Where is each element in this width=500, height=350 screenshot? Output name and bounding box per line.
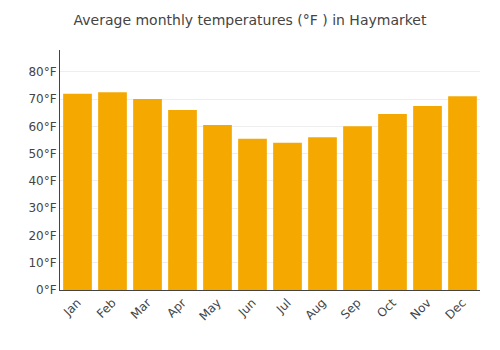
svg-text:60°F: 60°F xyxy=(28,120,56,134)
svg-text:20°F: 20°F xyxy=(28,229,56,243)
svg-text:50°F: 50°F xyxy=(28,147,56,161)
svg-text:80°F: 80°F xyxy=(28,65,56,79)
svg-text:May: May xyxy=(196,296,223,323)
svg-text:70°F: 70°F xyxy=(28,92,56,106)
svg-text:10°F: 10°F xyxy=(28,256,56,270)
svg-text:Average monthly temperatures (: Average monthly temperatures (°F ) in Ha… xyxy=(74,12,427,28)
svg-text:Oct: Oct xyxy=(374,296,399,321)
svg-text:Sep: Sep xyxy=(338,296,364,322)
svg-text:Jul: Jul xyxy=(273,296,294,317)
svg-text:Nov: Nov xyxy=(407,296,433,322)
svg-text:Jan: Jan xyxy=(60,296,84,320)
svg-text:Aug: Aug xyxy=(302,296,328,322)
svg-text:Apr: Apr xyxy=(164,296,189,321)
svg-text:30°F: 30°F xyxy=(28,201,56,215)
svg-text:Jun: Jun xyxy=(235,296,259,320)
svg-text:Mar: Mar xyxy=(128,296,154,322)
svg-text:0°F: 0°F xyxy=(36,283,57,297)
svg-text:40°F: 40°F xyxy=(28,174,56,188)
svg-text:Feb: Feb xyxy=(94,296,119,321)
svg-text:Dec: Dec xyxy=(443,296,469,322)
